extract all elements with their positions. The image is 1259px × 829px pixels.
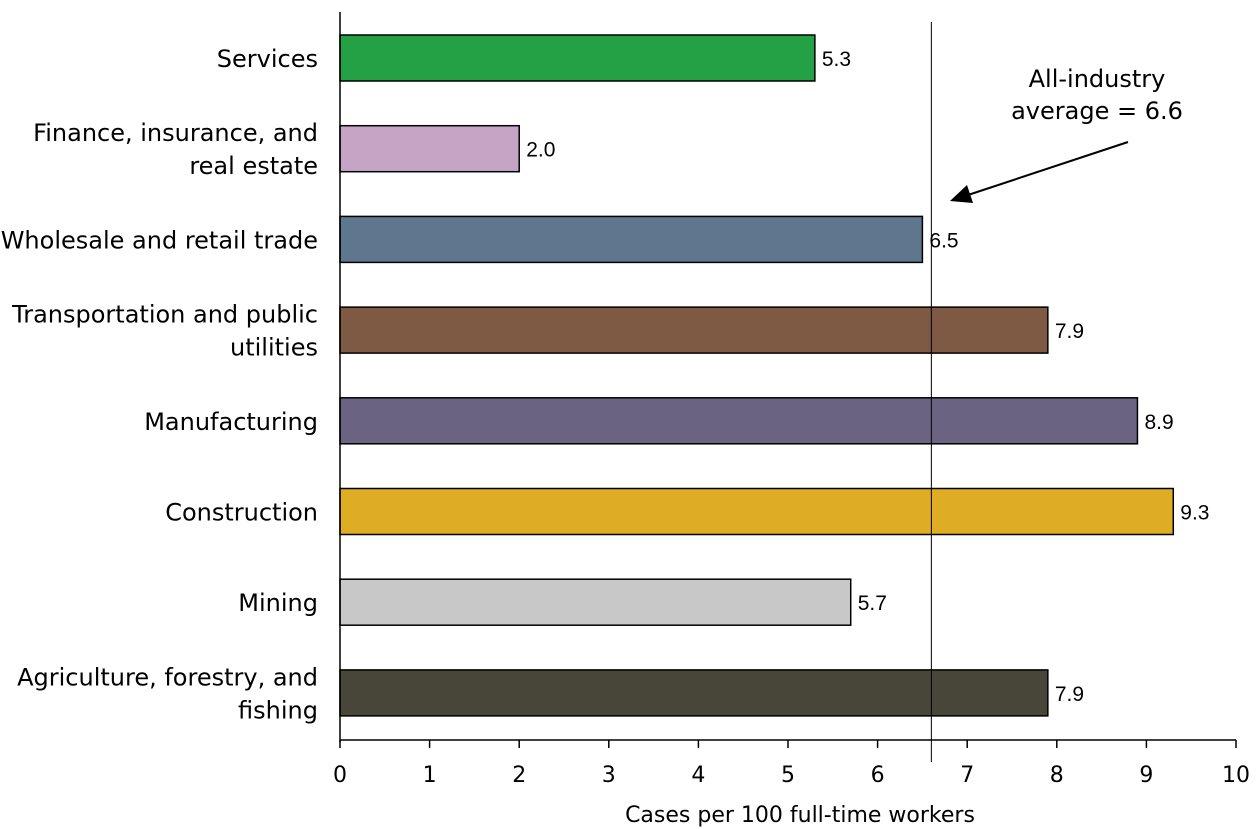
bar bbox=[340, 489, 1173, 535]
bar-value-label: 6.5 bbox=[929, 229, 958, 252]
x-axis-title: Cases per 100 full-time workers bbox=[625, 803, 975, 828]
bar-value-label: 7.9 bbox=[1055, 320, 1084, 343]
category-label: Manufacturing bbox=[144, 408, 318, 436]
bar bbox=[340, 579, 851, 625]
x-tick-label: 6 bbox=[871, 763, 885, 788]
x-tick-label: 5 bbox=[781, 763, 795, 788]
bar-value-label: 5.7 bbox=[858, 592, 887, 615]
x-tick-label: 10 bbox=[1222, 763, 1250, 788]
bar-value-label: 2.0 bbox=[526, 139, 555, 162]
bar bbox=[340, 398, 1137, 444]
bar-value-label: 7.9 bbox=[1055, 683, 1084, 706]
x-tick-label: 9 bbox=[1139, 763, 1153, 788]
annotation-arrow bbox=[950, 142, 1128, 203]
bar-value-label: 8.9 bbox=[1144, 411, 1173, 434]
annotation-arrow-shaft bbox=[968, 142, 1128, 195]
category-label: Services bbox=[217, 45, 318, 73]
bar bbox=[340, 126, 519, 172]
category-label: Wholesale and retail trade bbox=[1, 226, 318, 254]
category-label: Construction bbox=[165, 499, 318, 527]
bars-layer: 5.3 Services 2.0 Finance, insurance, and rea… bbox=[1, 35, 1210, 724]
x-tick-label: 2 bbox=[512, 763, 526, 788]
x-tick-label: 4 bbox=[691, 763, 705, 788]
bar bbox=[340, 307, 1048, 353]
bar-value-label: 5.3 bbox=[822, 48, 851, 71]
x-tick-label: 8 bbox=[1050, 763, 1064, 788]
bar-value-label: 9.3 bbox=[1180, 502, 1209, 525]
bar bbox=[340, 35, 815, 81]
x-tick-label: 3 bbox=[602, 763, 616, 788]
bar bbox=[340, 216, 922, 262]
average-annotation-line-1: All-industry bbox=[1029, 65, 1166, 93]
annotation-arrow-head bbox=[950, 185, 973, 203]
bar bbox=[340, 670, 1048, 716]
category-label: Transportation and public bbox=[11, 301, 318, 329]
category-label: Agriculture, forestry, and bbox=[17, 663, 318, 691]
category-label: utilities bbox=[230, 334, 318, 362]
average-annotation-line-2: average = 6.6 bbox=[1011, 97, 1183, 125]
x-tick-label: 0 bbox=[333, 763, 347, 788]
x-tick-label: 1 bbox=[423, 763, 437, 788]
category-label: real estate bbox=[189, 152, 318, 180]
category-label: Mining bbox=[238, 589, 318, 617]
category-label: Finance, insurance, and bbox=[33, 119, 318, 147]
category-label: fishing bbox=[238, 696, 318, 724]
x-tick-label: 7 bbox=[960, 763, 974, 788]
